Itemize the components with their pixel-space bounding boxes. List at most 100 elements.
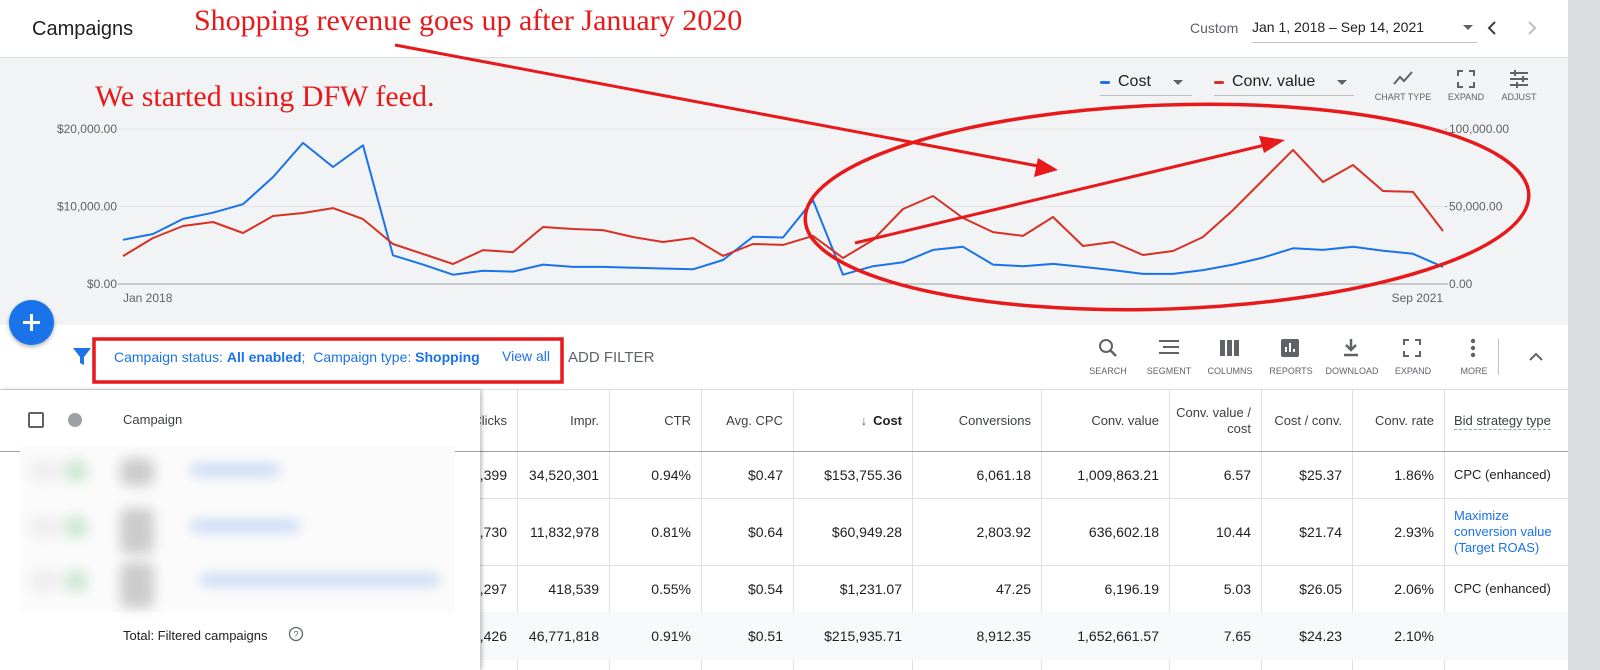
filter-separator: ; <box>301 349 306 365</box>
column-header[interactable]: CTR <box>609 390 691 452</box>
column-divider <box>1444 390 1445 670</box>
column-header[interactable]: Conv. value / cost <box>1169 390 1251 452</box>
column-header-text: Cost / conv. <box>1274 413 1342 428</box>
active-filters[interactable]: Campaign status: All enabled; Campaign t… <box>114 349 480 365</box>
total-cell: 46,771,818 <box>528 628 599 644</box>
toolbar-button[interactable]: MORE <box>1442 337 1506 376</box>
adjust-button[interactable]: ADJUST <box>1489 68 1549 102</box>
page-title: Campaigns <box>32 18 134 40</box>
column-header[interactable]: Clicks <box>455 390 507 452</box>
table-cell: 0.81% <box>651 523 691 540</box>
total-cell: $24.23 <box>1299 628 1342 644</box>
table-cell: 2,803.92 <box>976 523 1032 540</box>
column-header-text: Avg. CPC <box>726 413 783 428</box>
help-icon[interactable]: ? <box>288 626 304 642</box>
plus-icon <box>23 314 40 331</box>
toolbar-button[interactable]: DOWNLOAD <box>1320 337 1384 376</box>
sort-arrow: ↓ <box>860 413 868 428</box>
table-cell: 2,297 <box>471 580 507 597</box>
total-cell: $215,935.71 <box>824 628 902 644</box>
table-cell: $21.74 <box>1299 523 1342 540</box>
filter-label: Campaign type: <box>313 349 412 365</box>
table-cell: Maximize conversion value (Target ROAS) <box>1454 507 1552 555</box>
column-header-text: Impr. <box>570 413 599 428</box>
table-cell: 5,730 <box>471 523 507 540</box>
date-range: Jan 1, 2018 – Sep 14, 2021 <box>1252 19 1425 35</box>
toolbar-label: EXPAND <box>1394 366 1432 376</box>
filter-value: Shopping <box>415 349 480 365</box>
column-header[interactable]: ↓ Cost <box>793 390 902 452</box>
table-cell: $0.64 <box>747 523 783 540</box>
add-filter-button[interactable]: ADD FILTER <box>568 349 655 366</box>
svg-text:?: ? <box>293 630 298 640</box>
column-header-text: Conv. value / cost <box>1176 405 1251 436</box>
filter-bar: Campaign status: All enabled; Campaign t… <box>0 325 1568 390</box>
toolbar-label: REPORTS <box>1269 366 1313 376</box>
column-divider <box>793 390 794 670</box>
table-cell: $60,949.28 <box>831 523 902 540</box>
view-all-link[interactable]: View all <box>502 348 550 364</box>
toolbar-button[interactable]: SEGMENT <box>1137 337 1201 376</box>
column-header[interactable]: Impr. <box>517 390 599 452</box>
next-button[interactable] <box>1522 18 1542 38</box>
column-header[interactable]: Bid strategy type <box>1444 390 1568 452</box>
column-header[interactable]: Conv. rate <box>1352 390 1434 452</box>
total-cell: 2.10% <box>1394 628 1434 644</box>
legend-label: Conv. value <box>1232 73 1316 90</box>
total-cell: 1,652,661.57 <box>1077 628 1159 644</box>
column-header[interactable]: Conversions <box>912 390 1031 452</box>
toolbar-button[interactable]: COLUMNS <box>1198 337 1262 376</box>
legend-cost[interactable]: Cost <box>1100 69 1192 96</box>
legend-conv-value[interactable]: Conv. value <box>1214 69 1354 96</box>
legend-swatch <box>1100 80 1110 84</box>
column-divider <box>1169 390 1170 670</box>
table-cell: 47.25 <box>995 580 1031 597</box>
toolbar-button[interactable]: EXPAND <box>1381 337 1445 376</box>
dropdown-caret <box>1463 24 1473 30</box>
toolbar-icon <box>1344 339 1358 357</box>
toolbar-icon <box>1403 339 1421 357</box>
column-header[interactable]: Avg. CPC <box>701 390 783 452</box>
table-cell: 6,196.19 <box>1104 580 1160 597</box>
table-cell: 5,399 <box>471 467 507 483</box>
add-button[interactable] <box>9 300 54 345</box>
frozen-columns: Campaign Total: Filtered campaigns ? <box>0 390 480 670</box>
table-cell: CPC (enhanced) <box>1454 467 1551 482</box>
status-header-icon <box>68 413 82 427</box>
toolbar-label: DOWNLOAD <box>1325 366 1379 376</box>
toolbar-icon <box>1470 338 1476 358</box>
column-divider <box>1261 390 1262 670</box>
column-header[interactable]: Cost / conv. <box>1261 390 1342 452</box>
toolbar-button[interactable]: REPORTS <box>1259 337 1323 376</box>
chart-type-button[interactable]: CHART TYPE <box>1373 68 1433 102</box>
prev-button[interactable] <box>1482 18 1502 38</box>
table-cell: CPC (enhanced) <box>1454 580 1551 596</box>
toolbar-label: SEGMENT <box>1146 366 1192 376</box>
table-cell: $0.47 <box>747 467 783 483</box>
column-header-text: Conversions <box>958 413 1031 428</box>
table-cell: 11,832,978 <box>529 523 599 540</box>
toolbar-divider <box>1498 339 1499 375</box>
expand-icon <box>1457 70 1475 88</box>
total-cell: $0.51 <box>747 628 783 644</box>
legend-swatch <box>1214 80 1224 84</box>
filter-icon[interactable] <box>72 346 92 366</box>
column-divider <box>701 390 702 670</box>
column-header[interactable]: Conv. value <box>1041 390 1159 452</box>
header-rule <box>0 451 1568 452</box>
date-range-picker[interactable]: Jan 1, 2018 – Sep 14, 2021 <box>1252 12 1477 43</box>
select-all-checkbox[interactable] <box>28 412 44 428</box>
toolbar-button[interactable]: SEARCH <box>1076 337 1140 376</box>
collapse-button[interactable] <box>1526 347 1546 367</box>
chart-type-icon <box>1393 71 1413 85</box>
total-cell: 8,912.35 <box>976 628 1032 644</box>
table-cell: 2.93% <box>1394 523 1434 540</box>
table-cell: 2.06% <box>1394 580 1434 597</box>
expand-chart-button[interactable]: EXPAND <box>1436 68 1496 102</box>
column-header[interactable]: Campaign <box>123 412 183 427</box>
table-cell: $153,755.36 <box>824 467 902 483</box>
table-cell: 636,602.18 <box>1088 523 1159 540</box>
toolbar-icon <box>1159 340 1179 354</box>
column-header-text: Conv. value <box>1091 413 1159 428</box>
